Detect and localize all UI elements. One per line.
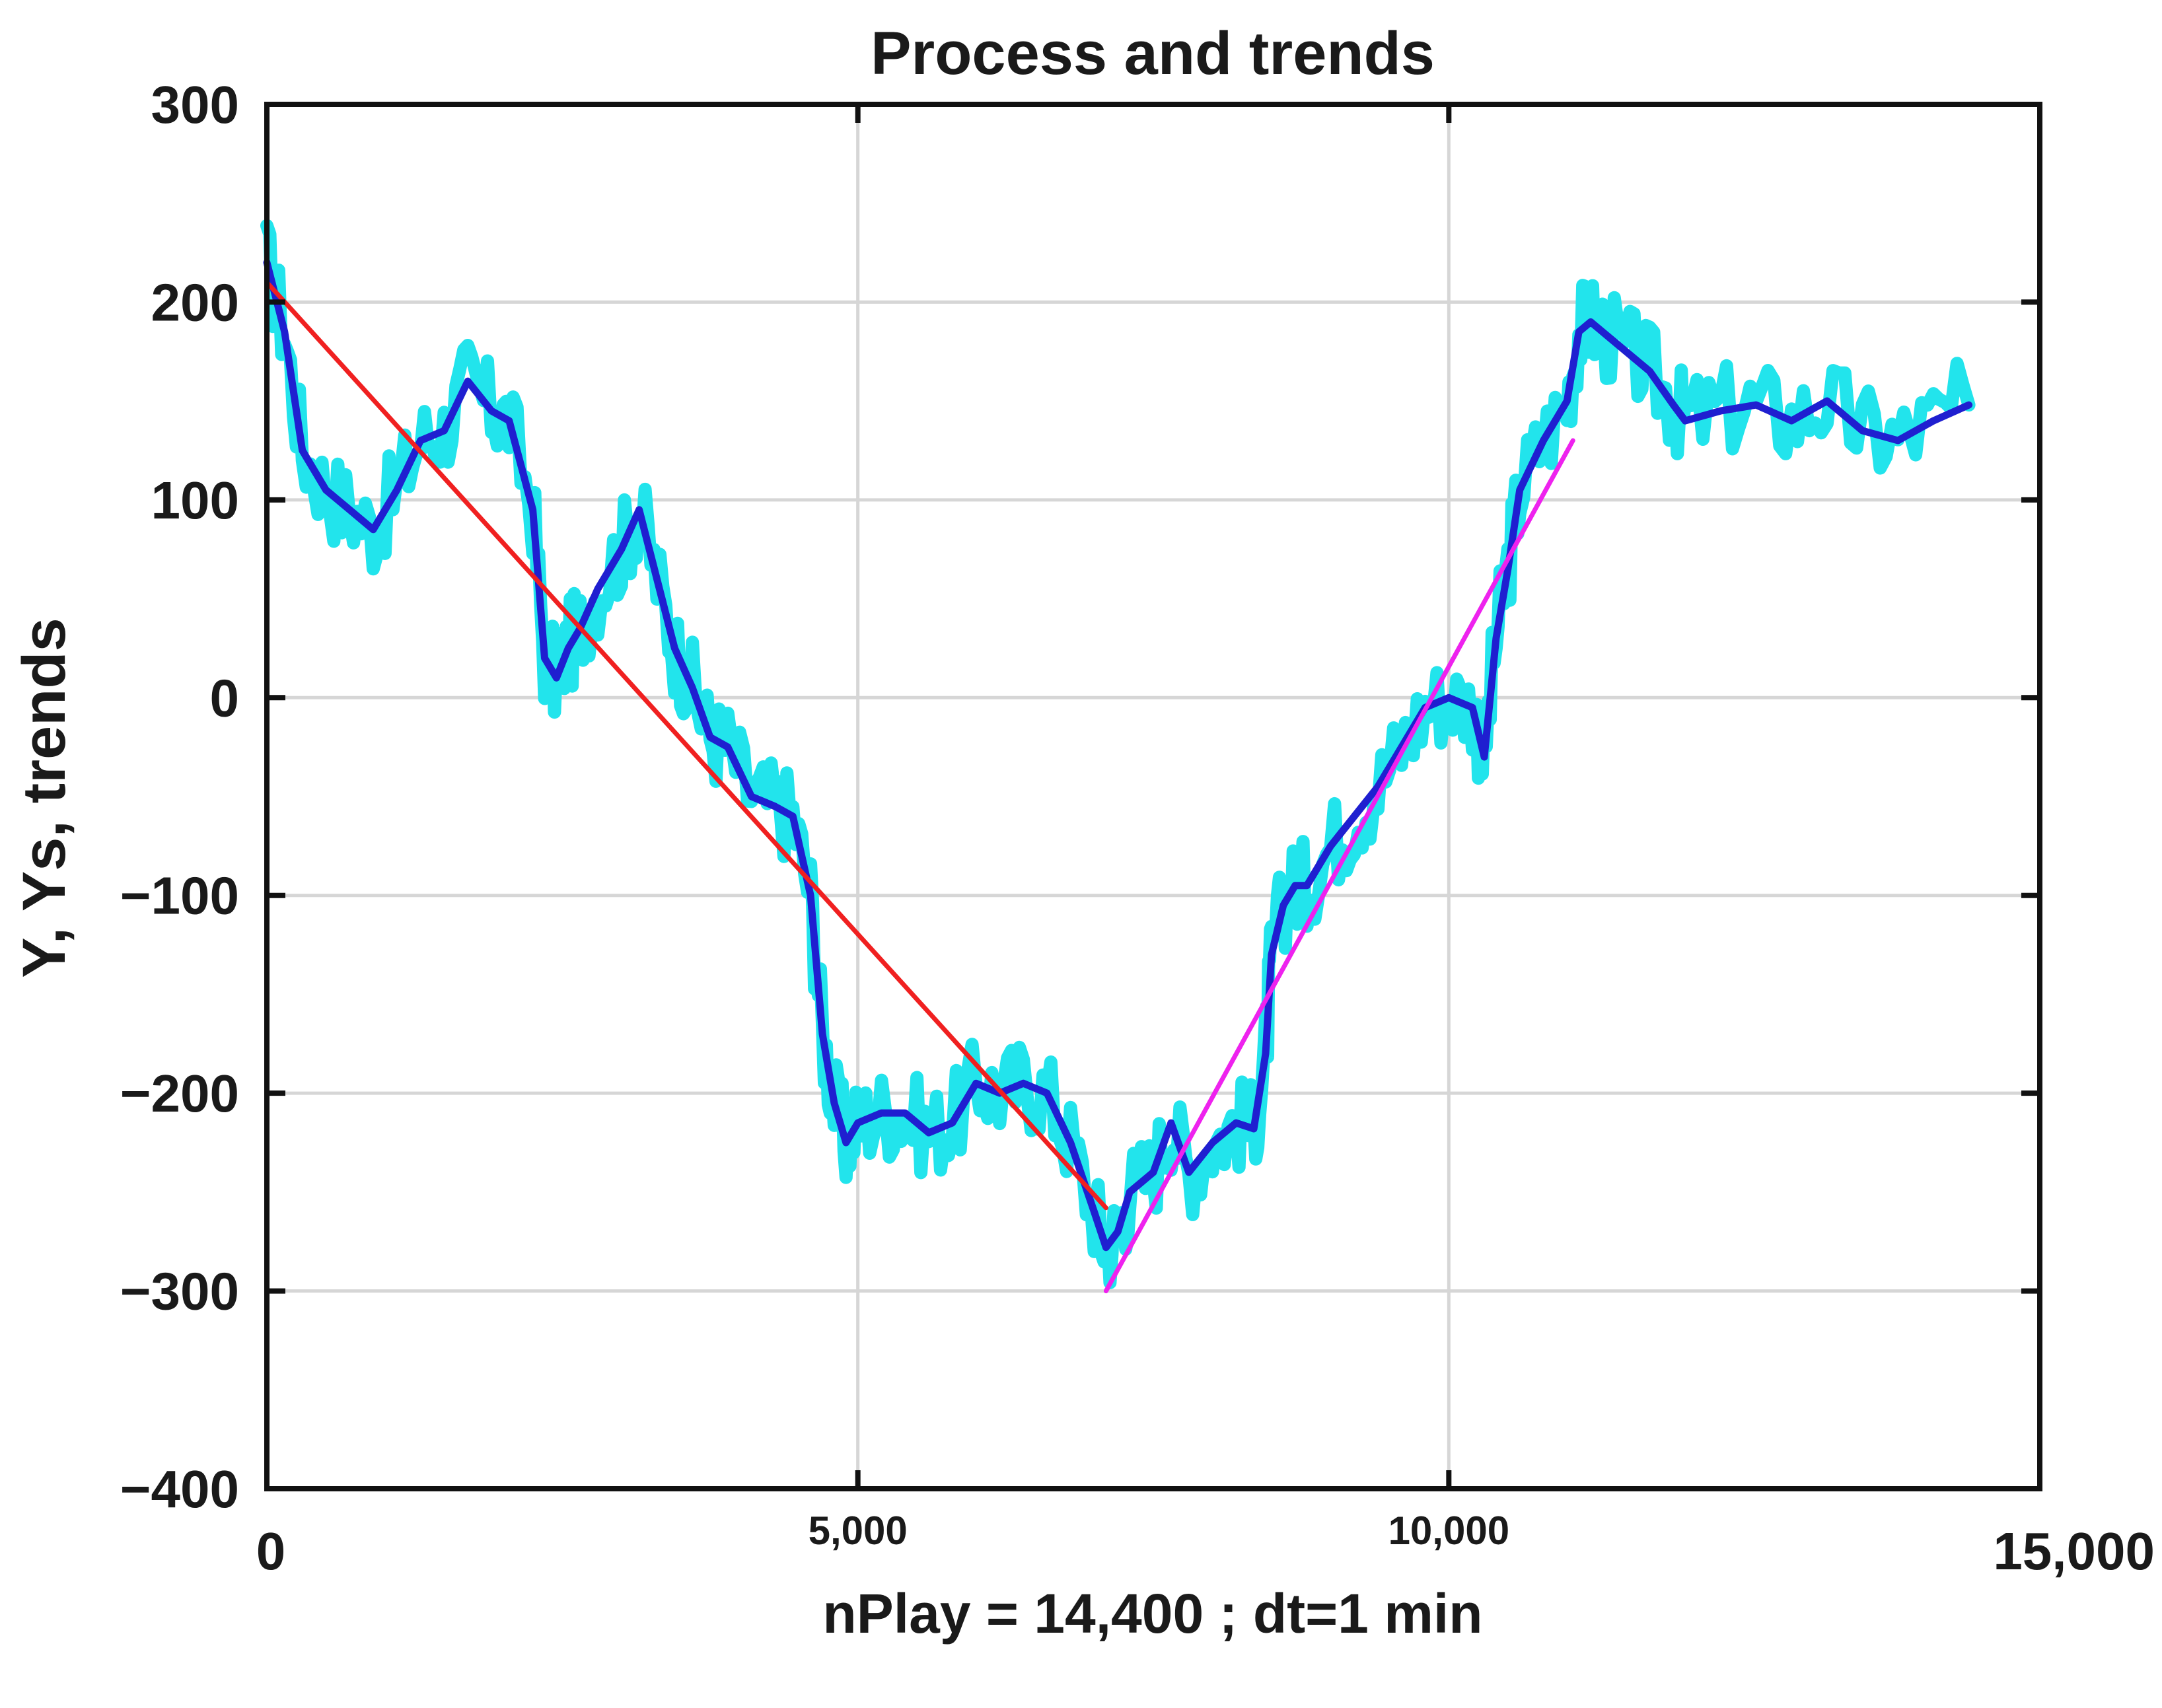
axes-frame xyxy=(264,102,2042,1491)
y-tick-label: −300 xyxy=(120,1262,239,1321)
x-tick-label: 10,000 xyxy=(1388,1509,1510,1553)
y-tick-label: −200 xyxy=(120,1064,239,1123)
x-tick-label: 0 xyxy=(256,1522,286,1581)
x-axis-label: nPlay = 14,400 ; dt=1 min xyxy=(822,1583,1482,1645)
axis-ticks: −400 −300 −200 −100 0 100 200 300 0 5,000 10,000 15… xyxy=(120,75,2155,1581)
x-tick-label: 5,000 xyxy=(809,1509,908,1553)
series-line-trend xyxy=(1103,438,1575,1294)
x-tick-label: 15,000 xyxy=(1993,1522,2155,1581)
chart-title: Process and trends xyxy=(871,20,1435,87)
series-line-trend xyxy=(264,280,1108,1211)
series-line-smoothed xyxy=(263,259,1973,1252)
y-tick-label: 100 xyxy=(151,471,239,530)
y-axis-label: Y, Ys, trends xyxy=(11,618,78,978)
y-tick-label: 0 xyxy=(210,668,240,727)
y-tick-label: −400 xyxy=(120,1460,239,1518)
y-tick-label: 200 xyxy=(151,273,239,332)
y-tick-label: 300 xyxy=(151,75,239,134)
y-tick-label: −100 xyxy=(120,867,239,925)
plot-area xyxy=(260,219,1976,1294)
